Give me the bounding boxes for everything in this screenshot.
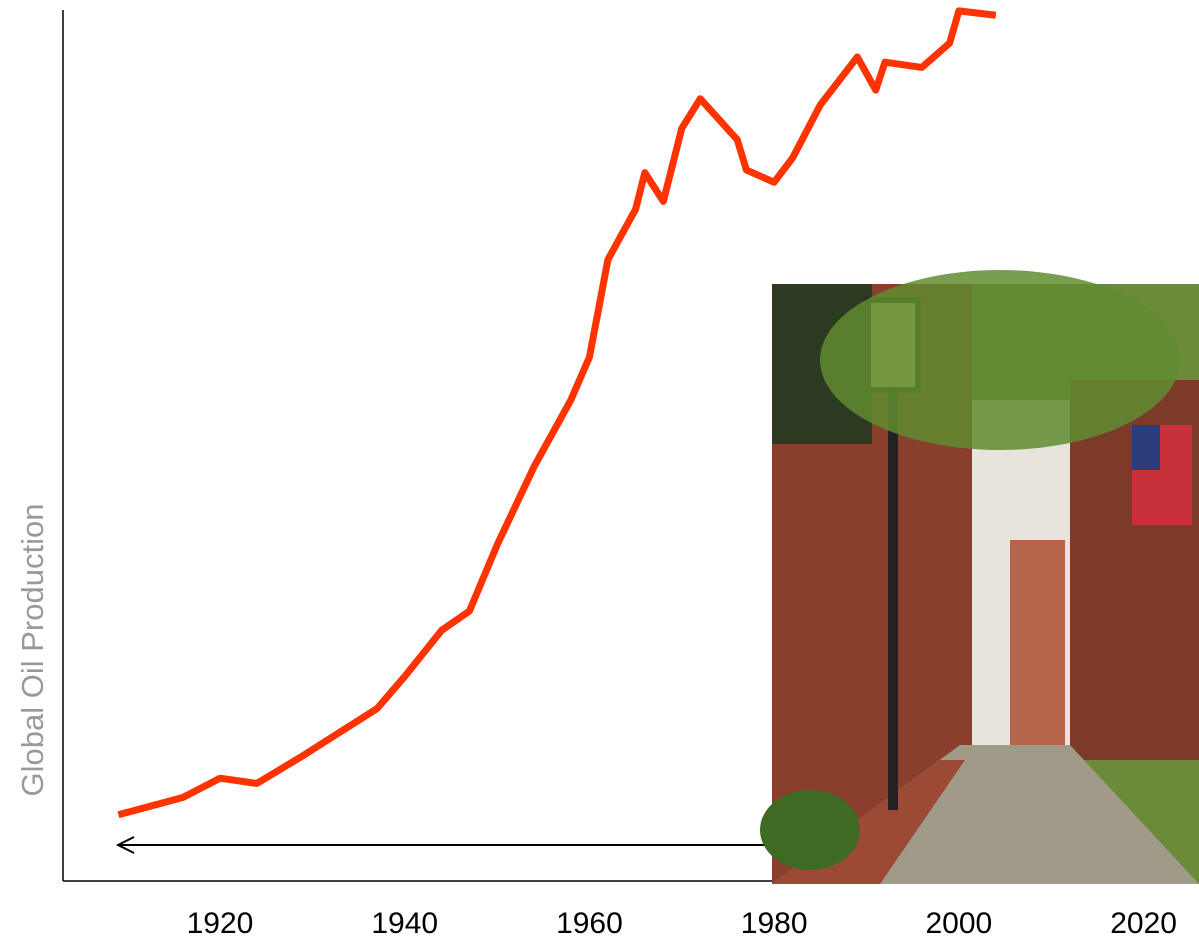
street-photo (760, 270, 1199, 884)
y-axis-label: Global Oil Production (15, 504, 50, 797)
x-tick-label: 2000 (925, 907, 992, 940)
x-tick-label: 1940 (371, 907, 438, 940)
arrow (115, 836, 780, 854)
x-tick-label: 1920 (187, 907, 254, 940)
plot (117, 7, 997, 819)
x-tick-label: 1980 (741, 907, 808, 940)
x-tick-label: 2020 (1110, 907, 1177, 940)
x-tick-label: 1960 (556, 907, 623, 940)
data-line (117, 7, 997, 819)
